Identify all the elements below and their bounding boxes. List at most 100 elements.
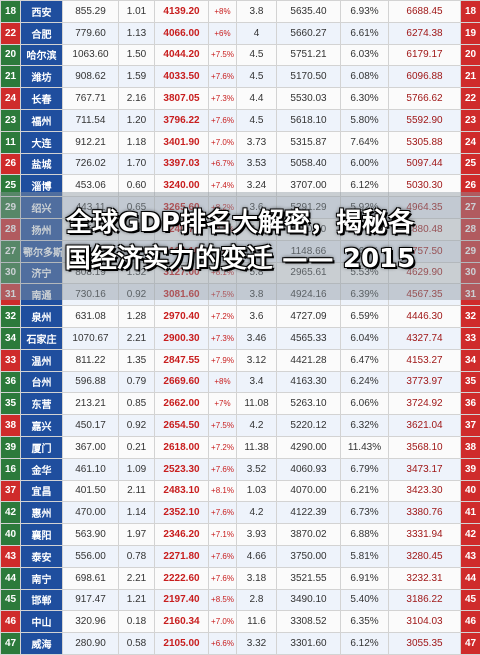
gdp-cell: 2197.40 — [155, 589, 209, 611]
right-rank-cell: 38 — [461, 436, 480, 458]
col-2-cell: 0.18 — [119, 611, 155, 633]
col-1-cell: 461.10 — [63, 458, 119, 480]
col-6-cell: 5.80% — [341, 109, 389, 131]
col-4-cell: 4.2 — [237, 415, 277, 437]
gdp-cell: 2346.20 — [155, 524, 209, 546]
left-rank-cell: 22 — [1, 22, 21, 44]
col-2-cell: 1.50 — [119, 44, 155, 66]
col-4-cell: 11.08 — [237, 393, 277, 415]
col-1-cell: 912.21 — [63, 131, 119, 153]
col-6-cell: 6.79% — [341, 458, 389, 480]
left-rank-cell: 32 — [1, 306, 21, 328]
col-4-cell: 4.5 — [237, 66, 277, 88]
col-5-cell: 5635.40 — [277, 1, 341, 23]
left-rank-cell: 16 — [1, 458, 21, 480]
gdp-cell: 2669.60 — [155, 371, 209, 393]
city-cell: 西安 — [21, 1, 63, 23]
left-rank-cell: 38 — [1, 415, 21, 437]
city-cell: 南宁 — [21, 567, 63, 589]
gdp-cell: 3397.03 — [155, 153, 209, 175]
col-4-cell: 4.2 — [237, 502, 277, 524]
col-1-cell: 726.02 — [63, 153, 119, 175]
city-cell: 石家庄 — [21, 327, 63, 349]
growth-cell: +8% — [209, 371, 237, 393]
col-6-cell: 6.21% — [341, 480, 389, 502]
projection-cell: 5592.90 — [389, 109, 461, 131]
col-1-cell: 280.90 — [63, 633, 119, 655]
projection-cell: 3773.97 — [389, 371, 461, 393]
col-6-cell: 6.73% — [341, 502, 389, 524]
projection-cell: 6274.38 — [389, 22, 461, 44]
col-4-cell: 11.6 — [237, 611, 277, 633]
col-4-cell: 3.73 — [237, 131, 277, 153]
col-6-cell: 7.64% — [341, 131, 389, 153]
col-5-cell: 5315.87 — [277, 131, 341, 153]
right-rank-cell: 21 — [461, 66, 480, 88]
projection-cell: 3331.94 — [389, 524, 461, 546]
col-6-cell: 6.32% — [341, 415, 389, 437]
right-rank-cell: 24 — [461, 131, 480, 153]
col-4-cell: 3.52 — [237, 458, 277, 480]
left-rank-cell: 20 — [1, 44, 21, 66]
city-cell: 泰安 — [21, 545, 63, 567]
col-2-cell: 1.59 — [119, 66, 155, 88]
right-rank-cell: 40 — [461, 480, 480, 502]
growth-cell: +7% — [209, 393, 237, 415]
city-cell: 长春 — [21, 88, 63, 110]
projection-cell: 3186.22 — [389, 589, 461, 611]
gdp-cell: 4044.20 — [155, 44, 209, 66]
col-6-cell: 6.04% — [341, 327, 389, 349]
col-2-cell: 0.58 — [119, 633, 155, 655]
col-5-cell: 5220.12 — [277, 415, 341, 437]
col-5-cell: 3490.10 — [277, 589, 341, 611]
col-1-cell: 556.00 — [63, 545, 119, 567]
col-6-cell: 6.47% — [341, 349, 389, 371]
left-rank-cell: 34 — [1, 327, 21, 349]
right-rank-cell: 19 — [461, 22, 480, 44]
city-cell: 哈尔滨 — [21, 44, 63, 66]
gdp-cell: 2654.50 — [155, 415, 209, 437]
col-5-cell: 5170.50 — [277, 66, 341, 88]
col-4-cell: 3.8 — [237, 1, 277, 23]
city-cell: 邯郸 — [21, 589, 63, 611]
col-4-cell: 4 — [237, 22, 277, 44]
gdp-cell: 3807.05 — [155, 88, 209, 110]
growth-cell: +7.6% — [209, 502, 237, 524]
gdp-cell: 2271.80 — [155, 545, 209, 567]
col-5-cell: 5751.21 — [277, 44, 341, 66]
col-1-cell: 1063.60 — [63, 44, 119, 66]
headline-line-2: 国经济实力的变迁 —— 2015 — [0, 242, 480, 276]
left-rank-cell: 33 — [1, 349, 21, 371]
col-1-cell: 563.90 — [63, 524, 119, 546]
city-cell: 威海 — [21, 633, 63, 655]
col-2-cell: 1.13 — [119, 22, 155, 44]
projection-cell: 5766.62 — [389, 88, 461, 110]
projection-cell: 3724.92 — [389, 393, 461, 415]
projection-cell: 3473.17 — [389, 458, 461, 480]
col-6-cell: 6.00% — [341, 153, 389, 175]
col-1-cell: 450.17 — [63, 415, 119, 437]
col-6-cell: 5.40% — [341, 589, 389, 611]
projection-cell: 3232.31 — [389, 567, 461, 589]
col-2-cell: 1.28 — [119, 306, 155, 328]
right-rank-cell: 25 — [461, 153, 480, 175]
city-cell: 泉州 — [21, 306, 63, 328]
growth-cell: +8.1% — [209, 480, 237, 502]
right-rank-cell: 47 — [461, 633, 480, 655]
city-cell: 宜昌 — [21, 480, 63, 502]
col-1-cell: 779.60 — [63, 22, 119, 44]
projection-cell: 4327.74 — [389, 327, 461, 349]
col-1-cell: 767.71 — [63, 88, 119, 110]
growth-cell: +7.2% — [209, 436, 237, 458]
col-1-cell: 711.54 — [63, 109, 119, 131]
col-4-cell: 11.38 — [237, 436, 277, 458]
